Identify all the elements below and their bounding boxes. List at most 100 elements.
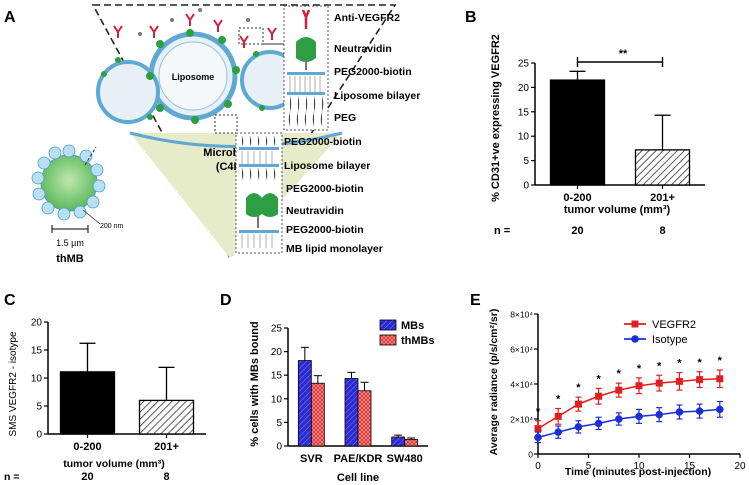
n-value: 20: [81, 471, 93, 483]
thmb-bubble: [31, 144, 106, 221]
point-isotype: [675, 408, 684, 416]
x-tick-label: 20: [734, 461, 746, 472]
upper-antibody-icon: [301, 9, 311, 29]
significance-marker: *: [576, 382, 581, 394]
d-ylabel: % cells with MBs bound: [249, 321, 261, 446]
lower-neutravidin-icon: [246, 193, 278, 217]
point-isotype: [635, 412, 643, 421]
x-tick-label: 15: [684, 461, 696, 472]
category-label: PAE/KDR: [334, 453, 383, 465]
n-value: 8: [163, 471, 169, 483]
layer-label-lower-neutravidin: Neutravidin: [286, 205, 344, 217]
category-label: 201+: [154, 441, 179, 453]
scale-label: 1.5 µm: [56, 238, 84, 248]
b-n-label: n =: [494, 225, 510, 237]
lower-bilayer-bottom: [239, 164, 279, 167]
panel-c: C SMS VEGFR2 - isotype 0 5 10 15 20 0-200 20 20…: [4, 292, 206, 483]
x-tick-label: 5: [586, 461, 592, 472]
legend-marker-isotype: [631, 335, 639, 343]
layer-label-mb-monolayer: MB lipid monolayer: [286, 243, 383, 255]
y-tick-label: 2×10⁴: [510, 415, 533, 425]
bar: [549, 79, 606, 186]
significance-marker: *: [677, 358, 682, 370]
layer-label-lower-peg-biotin-3: PEG2000-biotin: [286, 224, 364, 236]
significance-marker: *: [718, 355, 723, 367]
panel-a: A Microbubble (C4F10) Liposome: [4, 4, 420, 265]
y-tick-label: 15: [518, 107, 530, 118]
significance-marker: *: [596, 373, 601, 385]
upper-peg-chains: [288, 95, 324, 127]
c-n-label: n =: [4, 471, 19, 483]
mb-monolayer-tails: [241, 234, 273, 248]
mb-monolayer: [239, 230, 279, 233]
legend-marker-vegfr2: [631, 320, 639, 328]
y-tick-label: 20: [271, 347, 283, 358]
layer-label-lower-peg-biotin-2: PEG2000-biotin: [286, 183, 364, 195]
x-tick-label: 10: [633, 461, 645, 472]
chart-b: 0 5 10 15 20 25 0-200 20 201+ 8 **: [518, 48, 705, 237]
upper-bilayer-bottom: [287, 92, 325, 95]
panel-e: E Average radiance (p/s/cm²/sr) 0 2×10⁴ 4×…: [470, 292, 746, 478]
bar: [59, 371, 116, 435]
upper-neutravidin-icon: [296, 37, 316, 62]
panel-label-c: C: [4, 292, 16, 309]
upper-lipid-tails: [289, 76, 321, 92]
layer-label-lower-bilayer: Liposome bilayer: [284, 160, 370, 172]
point-vegfr2: [655, 379, 663, 387]
bar: [634, 149, 691, 186]
legend-swatch-mbs: [379, 319, 397, 331]
legend-label-mbs: MBs: [401, 320, 424, 332]
thmb-zoom-line-1: [84, 146, 97, 166]
point-isotype: [594, 419, 603, 428]
x-tick-label: 0: [535, 461, 541, 472]
upper-bilayer-top: [287, 72, 325, 75]
point-vegfr2: [716, 375, 724, 383]
significance-marker: *: [657, 360, 662, 372]
layer-label-liposome-bilayer: Liposome bilayer: [334, 90, 420, 102]
series-line-vegfr2: [537, 377, 720, 430]
liposome-main: Liposome: [148, 31, 238, 121]
lower-layer-box: [235, 132, 283, 254]
panel-label-d: D: [220, 292, 232, 309]
b-ylabel: % CD31+ve expressing VEGFR2: [490, 34, 502, 202]
legend-swatch-thmbs: [379, 334, 397, 346]
y-tick-label: 5: [276, 418, 282, 429]
y-tick-label: 0: [528, 450, 533, 460]
category-label: 201+: [650, 192, 675, 204]
legend-label-thmbs: thMBs: [401, 335, 435, 347]
y-tick-label: 20: [518, 83, 530, 94]
significance-marker: *: [617, 368, 622, 380]
point-vegfr2: [534, 425, 542, 433]
thickness-label: 200 nm: [100, 223, 124, 230]
c-xlabel: tumor volume (mm³): [63, 458, 165, 470]
y-tick-label: 25: [518, 59, 530, 70]
point-vegfr2: [554, 412, 562, 420]
y-tick-label: 10: [271, 394, 283, 405]
y-tick-label: 20: [31, 318, 43, 329]
y-tick-label: 15: [271, 371, 283, 382]
significance-marker: *: [556, 394, 561, 406]
significance-marker: *: [536, 406, 541, 418]
point-isotype: [554, 428, 562, 436]
y-tick-label: 15: [31, 346, 43, 357]
layer-label-lower-peg-biotin-1: PEG2000-biotin: [284, 136, 362, 148]
layer-label-peg: PEG: [334, 112, 356, 124]
category-label: 0-200: [563, 192, 591, 204]
lower-bilayer-top: [239, 147, 279, 150]
bar-mbs: [297, 360, 312, 447]
d-xlabel: Cell line: [337, 472, 379, 484]
y-tick-label: 5: [36, 402, 42, 413]
zoom-box-upper: [238, 27, 264, 45]
point-vegfr2: [696, 376, 704, 384]
significance-marker: *: [637, 363, 642, 375]
point-vegfr2: [595, 392, 603, 400]
point-vegfr2: [635, 382, 643, 390]
y-tick-label: 10: [518, 132, 530, 143]
y-tick-label: 5: [523, 156, 529, 167]
chart-c: 0 5 10 15 20 0-200 20 201+ 8: [31, 318, 206, 483]
point-vegfr2: [615, 386, 623, 394]
lower-lipid-tails: [241, 151, 273, 164]
significance-marker: **: [619, 48, 628, 60]
b-xlabel: tumor volume (mm³): [564, 204, 671, 216]
bar-thmbs: [310, 382, 325, 447]
